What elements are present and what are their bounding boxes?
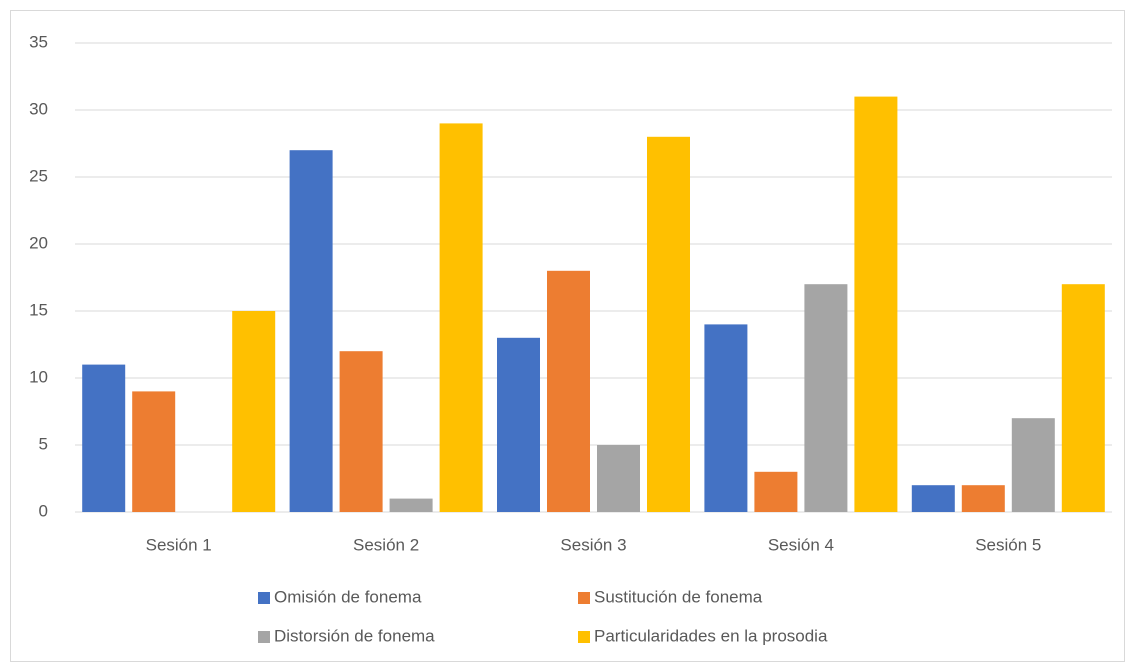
bar xyxy=(804,284,848,512)
y-tick-label: 25 xyxy=(29,166,48,185)
bar xyxy=(289,150,333,512)
y-tick-label: 0 xyxy=(39,501,48,520)
x-tick-label: Sesión 4 xyxy=(768,535,834,554)
bar xyxy=(389,498,433,512)
x-tick-label: Sesión 3 xyxy=(560,535,626,554)
y-tick-label: 15 xyxy=(29,300,48,319)
bar xyxy=(439,123,483,513)
y-tick-label: 5 xyxy=(39,434,48,453)
legend-swatch xyxy=(578,631,590,643)
bar xyxy=(854,96,898,512)
x-tick-label: Sesión 2 xyxy=(353,535,419,554)
legend-swatch xyxy=(258,631,270,643)
bar xyxy=(754,471,798,512)
x-tick-label: Sesión 1 xyxy=(146,535,212,554)
bar xyxy=(339,351,383,512)
y-tick-label: 35 xyxy=(29,32,48,51)
y-tick-label: 20 xyxy=(29,233,48,252)
bar xyxy=(647,136,690,513)
bar xyxy=(704,324,748,512)
bar xyxy=(961,485,1005,512)
bar xyxy=(132,391,176,512)
bar xyxy=(232,311,276,512)
bar xyxy=(497,337,540,512)
bar xyxy=(547,270,590,512)
legend-label: Distorsión de fonema xyxy=(274,626,435,645)
bar xyxy=(1011,418,1055,512)
bar xyxy=(911,485,955,512)
legend-swatch xyxy=(578,592,590,604)
x-tick-label: Sesión 5 xyxy=(975,535,1041,554)
bar xyxy=(1061,284,1105,512)
legend-swatch xyxy=(258,592,270,604)
y-tick-label: 10 xyxy=(29,367,48,386)
legend-label: Omisión de fonema xyxy=(274,587,422,606)
bar xyxy=(82,364,126,512)
bar xyxy=(597,445,640,512)
y-tick-label: 30 xyxy=(29,99,48,118)
legend-label: Particularidades en la prosodia xyxy=(594,626,828,645)
legend-label: Sustitución de fonema xyxy=(594,587,763,606)
